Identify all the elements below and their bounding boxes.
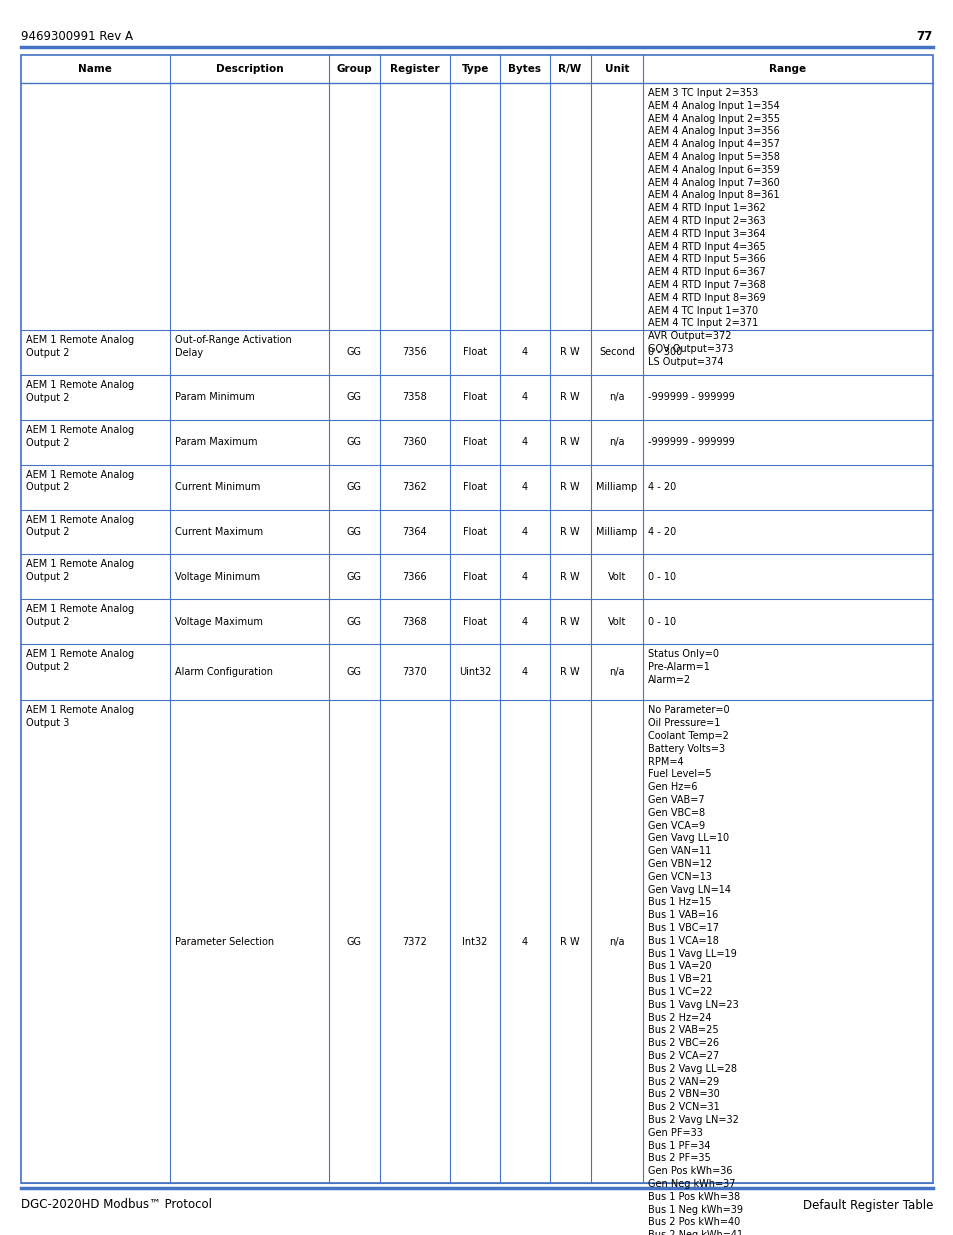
Text: 4: 4 [521,437,527,447]
Text: 7356: 7356 [402,347,427,357]
Text: n/a: n/a [608,667,624,677]
Text: Float: Float [462,527,487,537]
Text: 4: 4 [521,936,527,947]
Text: AEM 1 Remote Analog
Output 2: AEM 1 Remote Analog Output 2 [26,425,134,447]
Text: Current Maximum: Current Maximum [174,527,263,537]
Text: R W: R W [559,482,579,492]
Text: GG: GG [347,437,361,447]
Text: GG: GG [347,347,361,357]
Text: 7362: 7362 [402,482,427,492]
Text: Name: Name [78,64,112,74]
Text: Milliamp: Milliamp [596,527,637,537]
Text: 0 - 10: 0 - 10 [647,572,676,582]
Text: Voltage Minimum: Voltage Minimum [174,572,259,582]
Text: 4: 4 [521,667,527,677]
Text: Float: Float [462,572,487,582]
Text: AEM 1 Remote Analog
Output 3: AEM 1 Remote Analog Output 3 [26,705,134,729]
Text: Unit: Unit [604,64,628,74]
Text: Bytes: Bytes [508,64,540,74]
Text: Parameter Selection: Parameter Selection [174,936,274,947]
Text: Current Minimum: Current Minimum [174,482,260,492]
Text: R W: R W [559,393,579,403]
Text: GG: GG [347,572,361,582]
Text: Range: Range [769,64,805,74]
Text: n/a: n/a [608,393,624,403]
Text: Volt: Volt [607,616,625,627]
Text: 7364: 7364 [402,527,427,537]
Text: 4 - 20: 4 - 20 [647,527,676,537]
Text: Alarm Configuration: Alarm Configuration [174,667,273,677]
Text: R/W: R/W [558,64,581,74]
Text: R W: R W [559,572,579,582]
Text: n/a: n/a [608,936,624,947]
Text: GG: GG [347,393,361,403]
Text: AEM 1 Remote Analog
Output 2: AEM 1 Remote Analog Output 2 [26,380,134,403]
Text: Param Maximum: Param Maximum [174,437,257,447]
Text: GG: GG [347,527,361,537]
Text: R W: R W [559,616,579,627]
Text: 7372: 7372 [402,936,427,947]
Text: Float: Float [462,437,487,447]
Text: GG: GG [347,482,361,492]
Text: 7366: 7366 [402,572,427,582]
Text: Milliamp: Milliamp [596,482,637,492]
Text: 4: 4 [521,616,527,627]
Text: Register: Register [390,64,439,74]
Text: Volt: Volt [607,572,625,582]
Text: Status Only=0
Pre-Alarm=1
Alarm=2: Status Only=0 Pre-Alarm=1 Alarm=2 [647,650,719,685]
Text: GG: GG [347,667,361,677]
Text: Float: Float [462,347,487,357]
Text: R W: R W [559,667,579,677]
Text: 4: 4 [521,347,527,357]
Text: 4 - 20: 4 - 20 [647,482,676,492]
Text: Param Minimum: Param Minimum [174,393,254,403]
Text: Type: Type [461,64,488,74]
Text: Uint32: Uint32 [458,667,491,677]
Text: 4: 4 [521,482,527,492]
Text: -999999 - 999999: -999999 - 999999 [647,437,734,447]
Text: 7368: 7368 [402,616,427,627]
Text: 4: 4 [521,527,527,537]
Text: AEM 1 Remote Analog
Output 2: AEM 1 Remote Analog Output 2 [26,604,134,627]
Text: AEM 1 Remote Analog
Output 2: AEM 1 Remote Analog Output 2 [26,650,134,672]
Text: 0 - 10: 0 - 10 [647,616,676,627]
Text: GG: GG [347,616,361,627]
Text: Float: Float [462,482,487,492]
Text: Voltage Maximum: Voltage Maximum [174,616,262,627]
Text: Out-of-Range Activation
Delay: Out-of-Range Activation Delay [174,335,292,358]
Text: n/a: n/a [608,437,624,447]
Text: 0 - 300: 0 - 300 [647,347,681,357]
Text: DGC-2020HD Modbus™ Protocol: DGC-2020HD Modbus™ Protocol [21,1198,212,1212]
Text: 4: 4 [521,393,527,403]
Text: 7360: 7360 [402,437,427,447]
Text: Description: Description [215,64,283,74]
Text: 7358: 7358 [402,393,427,403]
Text: AEM 3 TC Input 2=353
AEM 4 Analog Input 1=354
AEM 4 Analog Input 2=355
AEM 4 Ana: AEM 3 TC Input 2=353 AEM 4 Analog Input … [647,88,780,367]
Text: 77: 77 [916,30,932,42]
Text: R W: R W [559,936,579,947]
Text: R W: R W [559,347,579,357]
Text: 9469300991 Rev A: 9469300991 Rev A [21,30,132,42]
Text: Second: Second [598,347,634,357]
Text: AEM 1 Remote Analog
Output 2: AEM 1 Remote Analog Output 2 [26,559,134,582]
Text: Float: Float [462,616,487,627]
Text: Int32: Int32 [462,936,487,947]
Text: AEM 1 Remote Analog
Output 2: AEM 1 Remote Analog Output 2 [26,335,134,358]
Text: R W: R W [559,437,579,447]
Text: AEM 1 Remote Analog
Output 2: AEM 1 Remote Analog Output 2 [26,469,134,493]
Text: Group: Group [336,64,372,74]
Text: GG: GG [347,936,361,947]
Text: No Parameter=0
Oil Pressure=1
Coolant Temp=2
Battery Volts=3
RPM=4
Fuel Level=5
: No Parameter=0 Oil Pressure=1 Coolant Te… [647,705,742,1235]
Text: 4: 4 [521,572,527,582]
Text: -999999 - 999999: -999999 - 999999 [647,393,734,403]
Text: Default Register Table: Default Register Table [801,1198,932,1212]
Text: AEM 1 Remote Analog
Output 2: AEM 1 Remote Analog Output 2 [26,515,134,537]
Text: R W: R W [559,527,579,537]
Text: 7370: 7370 [402,667,427,677]
Text: Float: Float [462,393,487,403]
